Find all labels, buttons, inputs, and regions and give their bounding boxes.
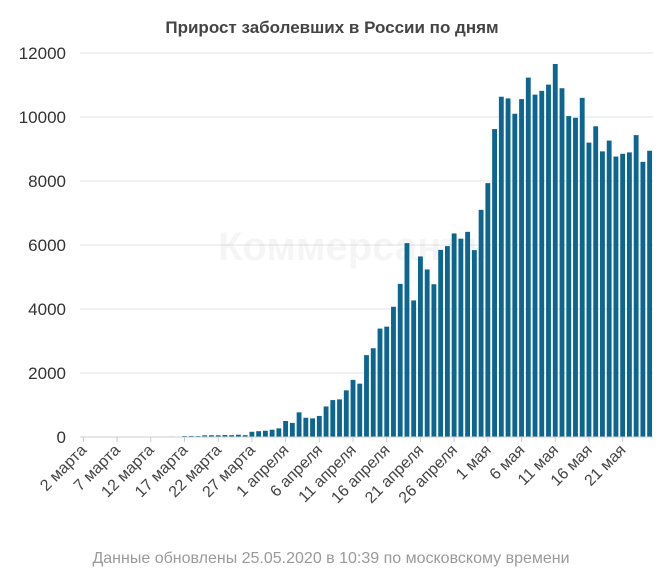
- bar: [411, 300, 417, 437]
- bar: [444, 246, 450, 437]
- bar: [620, 153, 626, 437]
- bar: [424, 269, 430, 437]
- bar: [229, 435, 235, 437]
- bar: [647, 150, 653, 438]
- bar: [370, 348, 376, 437]
- y-tick-label: 0: [57, 428, 66, 447]
- bar: [566, 116, 572, 437]
- bar: [283, 421, 289, 437]
- bar: [249, 431, 255, 437]
- x-tick-label: 1 мая: [453, 442, 495, 484]
- bar: [377, 328, 383, 437]
- bar: [505, 98, 511, 437]
- bar: [573, 117, 578, 437]
- y-tick-label: 10000: [19, 108, 66, 127]
- bar: [559, 88, 565, 437]
- bar: [640, 161, 646, 437]
- bar: [222, 435, 228, 437]
- bar: [431, 284, 437, 437]
- bar: [519, 99, 524, 438]
- bar: [512, 113, 518, 438]
- bar: [404, 243, 410, 437]
- y-tick-label: 8000: [28, 172, 66, 191]
- bar: [451, 233, 457, 437]
- update-note: Данные обновлены 25.05.2020 в 10:39 по м…: [92, 550, 569, 567]
- bar: [600, 151, 605, 437]
- bar: [262, 430, 268, 437]
- bars: [80, 64, 653, 438]
- y-tick-label: 4000: [28, 300, 66, 319]
- bar: [303, 417, 309, 437]
- bar: [215, 435, 221, 437]
- bar: [202, 435, 208, 437]
- bar: [552, 64, 558, 437]
- bar: [384, 326, 390, 437]
- y-tick-label: 2000: [28, 364, 66, 383]
- bar: [485, 183, 491, 437]
- bar: [296, 412, 302, 437]
- y-tick-label: 12000: [19, 44, 66, 63]
- bar: [458, 238, 464, 437]
- bar: [586, 142, 592, 437]
- bar: [357, 383, 363, 437]
- bar: [471, 250, 477, 437]
- bar: [289, 422, 295, 437]
- bar: [593, 126, 599, 437]
- bar: [209, 435, 214, 437]
- bar: [350, 379, 356, 437]
- y-tick-label: 6000: [28, 236, 66, 255]
- bar: [546, 84, 551, 438]
- bar: [242, 435, 248, 437]
- bar: [269, 429, 275, 437]
- bar: [364, 355, 369, 437]
- bar: [276, 428, 282, 437]
- bar: [633, 135, 639, 438]
- bar: [310, 418, 315, 437]
- bar: [465, 231, 471, 437]
- bar: [478, 209, 484, 437]
- bar: [330, 400, 336, 437]
- bar: [397, 283, 403, 437]
- bar: [391, 306, 396, 437]
- bar: [256, 431, 262, 437]
- bar: [579, 97, 585, 438]
- bar: [343, 390, 349, 437]
- bar: [532, 94, 538, 437]
- bar: [235, 434, 241, 437]
- bar: [613, 156, 619, 438]
- bar: [492, 129, 498, 437]
- bar: [316, 415, 322, 437]
- bar: [418, 256, 423, 437]
- bar: [438, 249, 444, 437]
- bar: [525, 77, 531, 438]
- chart-title: Прирост заболевших в России по дням: [165, 18, 498, 37]
- bar: [323, 406, 329, 437]
- bar: [606, 140, 612, 437]
- bar: [498, 96, 504, 438]
- bar: [626, 152, 632, 437]
- y-axis: 0 2000 4000 6000 8000 10000 12000: [19, 44, 66, 447]
- bar: [188, 435, 194, 437]
- bar: [337, 399, 342, 437]
- bar: [539, 90, 545, 438]
